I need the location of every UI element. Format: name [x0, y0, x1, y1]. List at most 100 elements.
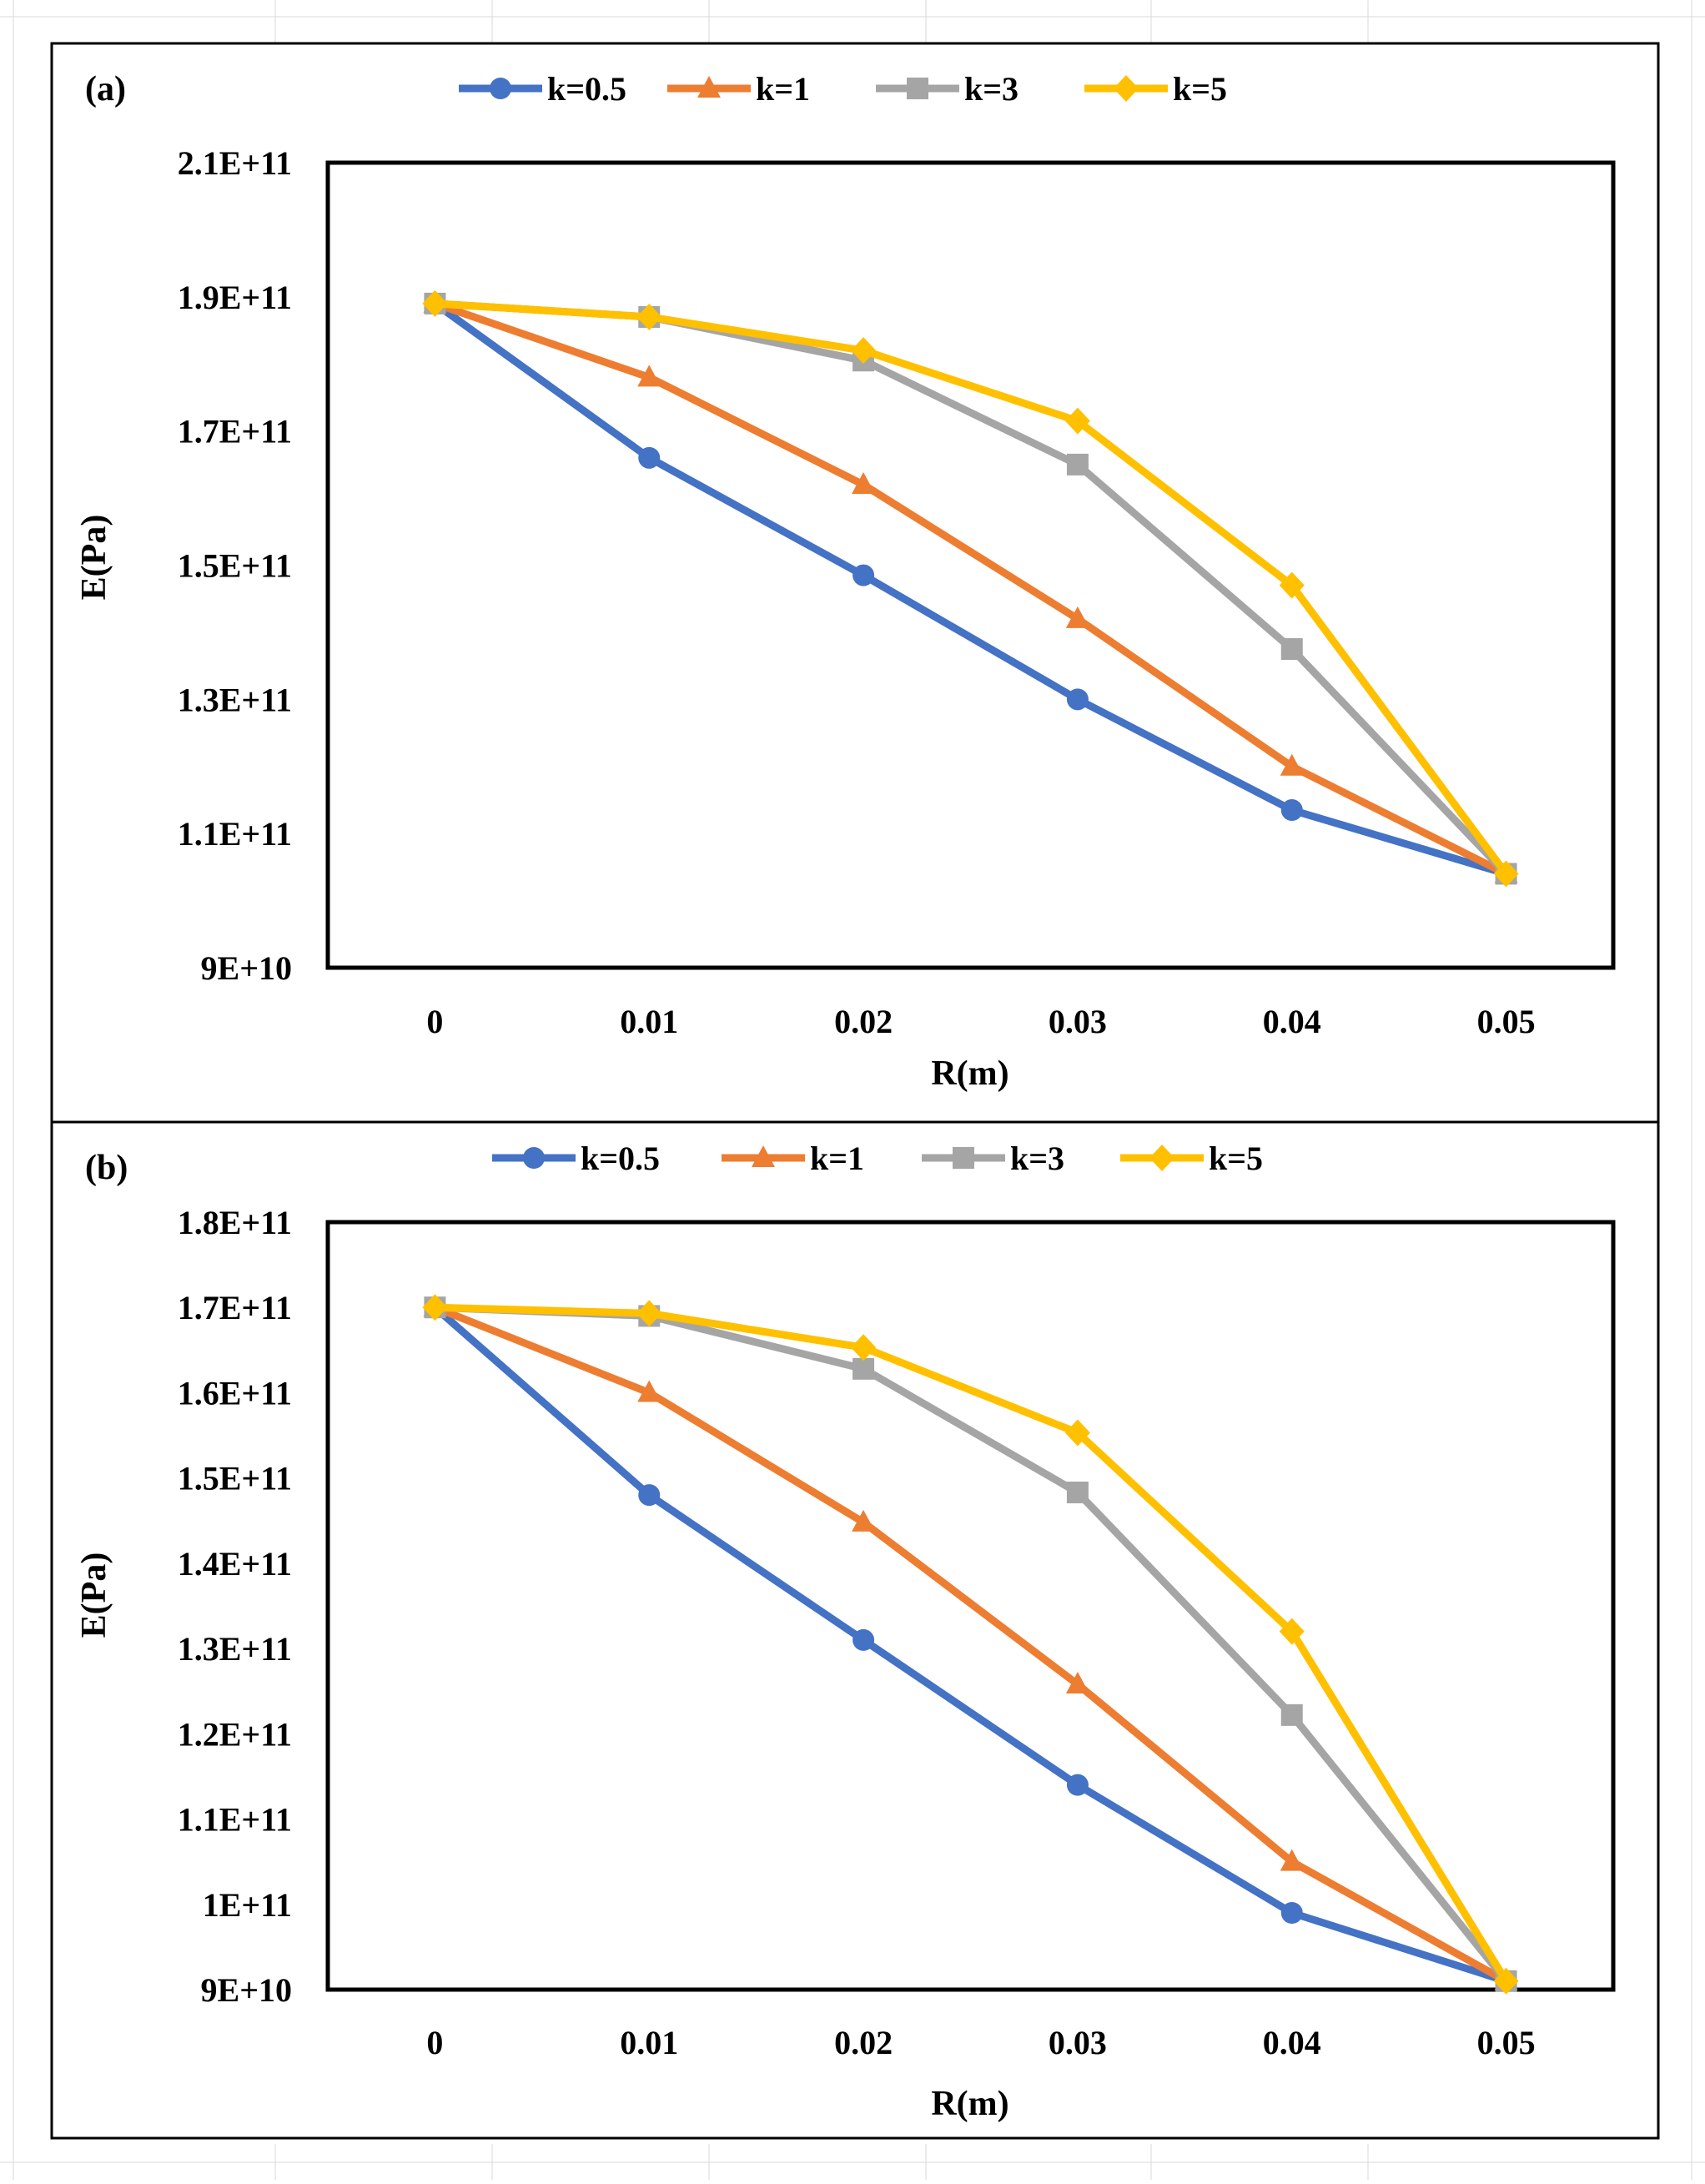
panel-b-data-point [1066, 1774, 1089, 1796]
panel-b-series-k=1 [423, 1295, 1518, 1990]
panel-b-y-tick-label: 1.7E+11 [178, 1289, 292, 1326]
panel-b-data-point [1280, 1703, 1303, 1726]
panel-a-data-point [852, 564, 875, 586]
panel-a-legend-marker [1114, 75, 1139, 102]
panel-b-legend-item: k=1 [722, 1140, 864, 1177]
panel-b-y-tick-label: 1.4E+11 [178, 1545, 292, 1583]
panel-a-y-axis-label: E(Pa) [75, 515, 113, 601]
panel-b-data-point [1064, 1419, 1090, 1447]
panel-b-y-tick-label: 9E+10 [201, 1971, 292, 2009]
panel-b-x-tick-label: 0.05 [1477, 2024, 1536, 2061]
panel-a-data-point [1280, 753, 1304, 776]
panel-b-legend-label: k=3 [1010, 1140, 1064, 1177]
panel-b: (b) 9E+10 1E+11 1.1E+11 1.2E+11 1.3E+11 1.4E+… [50, 1120, 1660, 2140]
panel-b-plot-area [325, 1220, 1616, 1992]
panel-a-data-point [1065, 606, 1089, 628]
panel-b-series [422, 1294, 1519, 1995]
panel-b-y-tick-label: 1.5E+11 [178, 1460, 292, 1497]
panel-b-legend-marker [523, 1147, 545, 1169]
panel-a-data-point [1280, 799, 1303, 822]
panel-b-data-point [1279, 1618, 1305, 1645]
panel-a-x-tick-label: 0.02 [834, 1003, 893, 1040]
panel-a-legend-item: k=3 [876, 70, 1018, 108]
panel-a-data-point [851, 337, 877, 365]
panel-a-legend-marker [490, 78, 511, 99]
panel-b-data-point [1066, 1482, 1089, 1504]
panel-b-x-tick-label: 0.03 [1049, 2024, 1107, 2061]
panel-b-data-point [851, 1334, 877, 1361]
panel-a-y-tick-label: 1.1E+11 [178, 815, 292, 853]
panel-b-x-tick-label: 0.04 [1263, 2024, 1321, 2061]
panel-b-legend-label: k=5 [1209, 1140, 1263, 1177]
panel-a-legend: k=0.5 k=1 k=3 k=5 [459, 70, 1227, 108]
panel-a-data-point [852, 472, 876, 494]
panel-b-data-point [1280, 1849, 1304, 1871]
panel-a-y-ticks: 9E+10 1.1E+11 1.3E+11 1.5E+11 1.7E+11 1.9E+11… [178, 144, 292, 987]
panel-b-series-k=0.5 [424, 1296, 1517, 1992]
panel-b-y-tick-label: 1E+11 [203, 1886, 292, 1924]
panel-a-x-tick-label: 0.03 [1049, 1003, 1107, 1040]
panel-b-y-tick-label: 1.6E+11 [178, 1374, 292, 1412]
panel-b-x-ticks: 0 0.01 0.02 0.03 0.04 0.05 [426, 2024, 1535, 2061]
panel-b-legend-item: k=3 [922, 1140, 1064, 1177]
panel-b-data-point [852, 1628, 875, 1651]
panel-a-y-tick-label: 1.7E+11 [178, 413, 292, 450]
panel-b-series-k=5 [422, 1294, 1519, 1995]
panel-a-data-point [1064, 407, 1090, 435]
panel-a-y-tick-label: 9E+10 [201, 949, 292, 987]
panel-a-x-ticks: 0 0.01 0.02 0.03 0.04 0.05 [426, 1003, 1535, 1040]
panel-a-data-point [1279, 571, 1305, 599]
panel-b-y-tick-label: 1.1E+11 [178, 1801, 292, 1839]
panel-b-label: (b) [85, 1149, 128, 1187]
panel-b-data-point [852, 1357, 875, 1380]
panel-b-data-point [636, 1300, 662, 1327]
panel-b-y-axis-label: E(Pa) [75, 1552, 113, 1638]
panel-b-series-line [435, 1303, 1510, 1984]
panel-a-series-line [432, 300, 1507, 878]
panel-a-data-point [1280, 638, 1303, 661]
panel-a-data-point [637, 365, 661, 387]
panel-b-legend-marker [1149, 1145, 1174, 1171]
panel-b-x-tick-label: 0.01 [620, 2024, 678, 2061]
panel-b-data-point [1493, 1967, 1519, 1995]
panel-a-y-tick-label: 1.5E+11 [178, 547, 292, 585]
panel-a-legend-marker [907, 78, 928, 99]
panel-b-legend-label: k=0.5 [581, 1140, 660, 1177]
panel-a-data-point [638, 446, 661, 469]
panel-a-legend-item: k=5 [1084, 70, 1227, 108]
panel-a-y-tick-label: 1.9E+11 [178, 279, 292, 316]
panel-a-series-line [433, 299, 1508, 878]
panel-b-data-point [637, 1380, 661, 1402]
panel-a-data-point [636, 303, 662, 330]
panel-b-legend-marker [953, 1147, 974, 1169]
panel-b-data-point [422, 1294, 448, 1321]
panel-a-x-axis-label: R(m) [931, 1054, 1008, 1093]
panel-a-legend-marker [697, 76, 721, 98]
panel-a-legend-item: k=1 [667, 70, 810, 108]
panel-b-x-axis-label: R(m) [931, 2085, 1008, 2123]
panel-a-series-line [435, 299, 1510, 877]
panel-b-legend-item: k=5 [1120, 1140, 1263, 1177]
panel-a-data-point [422, 289, 448, 317]
panel-b-series-line [432, 1304, 1507, 1985]
panel-a-label: (a) [85, 70, 126, 108]
panel-b-y-tick-label: 1.8E+11 [178, 1204, 292, 1241]
panel-a-x-tick-label: 0.01 [620, 1003, 678, 1040]
panel-a-series [422, 289, 1519, 888]
panel-a-series-k=5 [422, 289, 1519, 888]
panel-a-data-point [1493, 860, 1519, 888]
panel-a: (a) 9E+10 1.1E+11 1.3E+11 1.5E+11 1.7E+11 1.9… [50, 42, 1660, 1124]
panel-b-data-point [638, 1484, 661, 1507]
panel-a-data-point [1066, 453, 1089, 476]
panel-a-legend-label: k=5 [1173, 70, 1227, 108]
panel-b-y-tick-label: 1.3E+11 [178, 1630, 292, 1668]
panel-b-legend-label: k=1 [810, 1140, 864, 1177]
panel-a-data-point [1066, 688, 1089, 711]
panel-b-x-tick-label: 0.02 [834, 2024, 893, 2061]
panel-b-x-tick-label: 0 [426, 2024, 443, 2061]
panel-b-series-k=3 [424, 1296, 1517, 1992]
panel-b-legend-item: k=0.5 [492, 1140, 660, 1177]
panel-a-legend-label: k=0.5 [547, 70, 626, 108]
